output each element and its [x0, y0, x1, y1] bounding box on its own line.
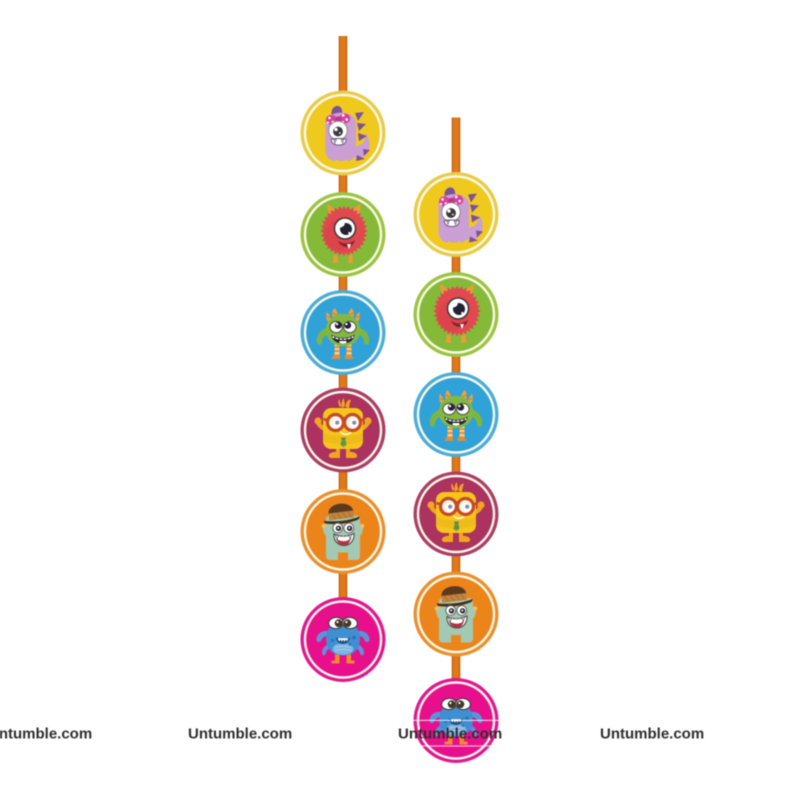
svg-text:Untumble.com: Untumble.com [188, 726, 292, 743]
svg-text:Untumble.com: Untumble.com [0, 726, 92, 743]
svg-text:Untumble.com: Untumble.com [398, 726, 502, 743]
svg-text:Untumble.com: Untumble.com [600, 726, 704, 743]
